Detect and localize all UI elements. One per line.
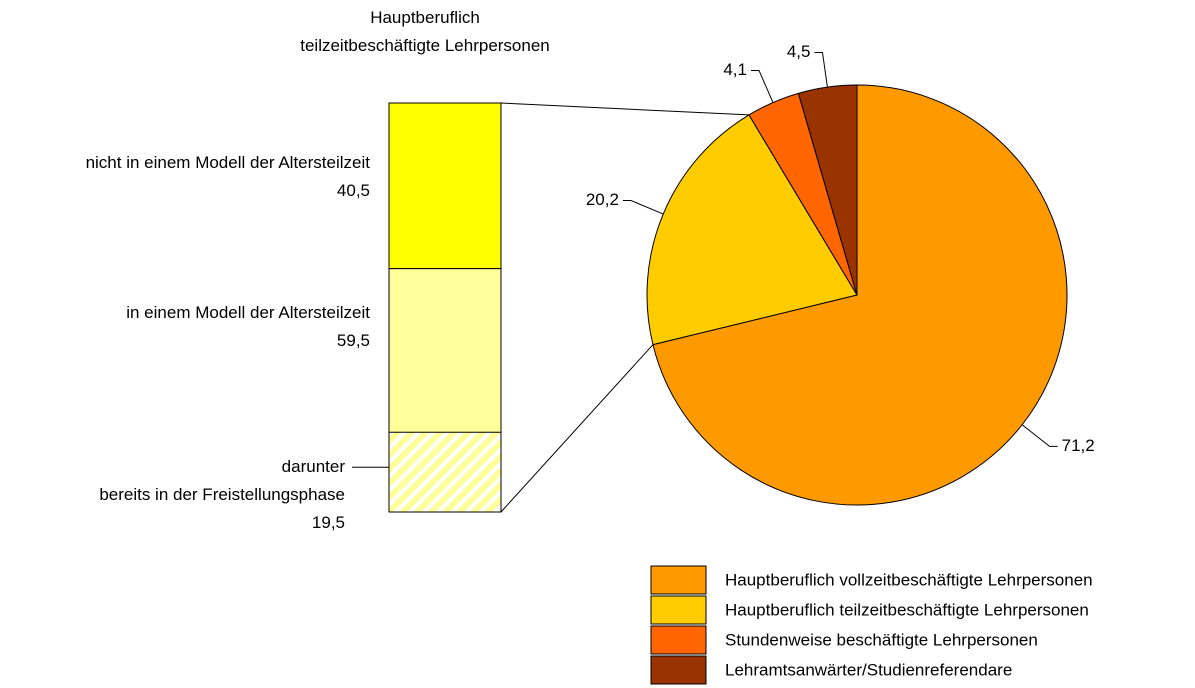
bar-segment <box>388 102 502 270</box>
value-label: 4,5 <box>787 42 811 61</box>
legend-label: Stundenweise beschäftigte Lehrpersonen <box>725 630 1038 649</box>
legend-swatch <box>650 655 707 685</box>
leader-line <box>622 200 664 215</box>
category-label: nicht in einem Modell der Altersteilzeit <box>85 152 370 172</box>
leader-line <box>814 51 828 88</box>
pie-slice <box>652 84 1068 506</box>
value-label: 40,5 <box>336 180 370 200</box>
bar-title: Hauptberuflich teilzeitbeschäftigte Lehr… <box>300 8 550 55</box>
bar-pie-connector <box>500 344 654 513</box>
category-label: darunter bereits in der Freistellungspha… <box>99 457 345 505</box>
legend-swatch <box>650 595 707 625</box>
value-label: 20,2 <box>586 190 619 209</box>
leader-line <box>750 69 774 103</box>
bar-subsegment <box>388 431 502 513</box>
pie-slice <box>646 114 858 346</box>
legend-swatch <box>650 565 707 595</box>
value-label: 71,2 <box>1062 436 1095 455</box>
legend-swatch <box>650 625 707 655</box>
value-label: 19,5 <box>311 513 345 533</box>
legend-label: Hauptberuflich teilzeitbeschäftigte Lehr… <box>725 600 1089 619</box>
legend-label: Hauptberuflich vollzeitbeschäftigte Lehr… <box>725 570 1093 589</box>
leader-line <box>1021 424 1058 447</box>
value-label: 4,1 <box>723 60 747 79</box>
bar-pie-connector <box>500 102 749 116</box>
category-label: in einem Modell der Altersteilzeit <box>126 303 370 323</box>
value-label: 59,5 <box>336 331 370 351</box>
legend-label: Lehramtsanwärter/Studienreferendare <box>725 660 1012 679</box>
pie-slice <box>797 84 858 296</box>
